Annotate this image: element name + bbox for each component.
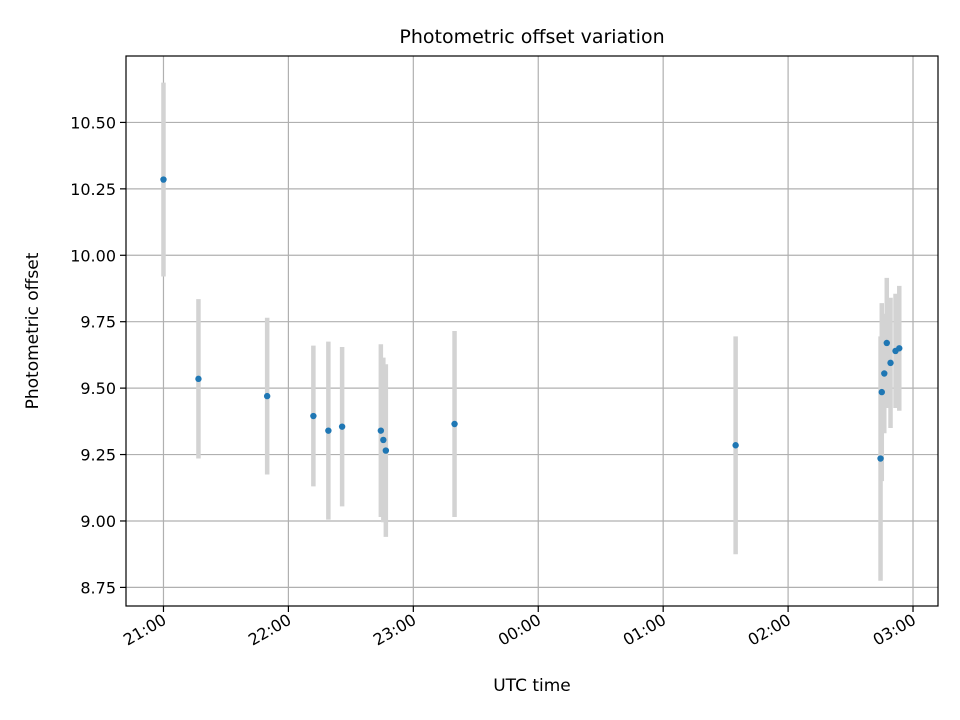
- x-axis-title: UTC time: [493, 676, 571, 696]
- data-point: [263, 392, 271, 400]
- data-point: [338, 423, 346, 430]
- y-tick-label: 10.25: [70, 180, 116, 199]
- data-point: [878, 388, 885, 396]
- data-point: [881, 370, 888, 377]
- plot-frame: [125, 55, 939, 607]
- chart-title: Photometric offset variation: [399, 26, 664, 48]
- data-point: [732, 442, 739, 449]
- grid: [126, 56, 938, 606]
- data-point: [160, 176, 167, 183]
- y-tick-label: 8.75: [80, 578, 116, 597]
- data-point: [877, 455, 884, 462]
- data-point: [887, 359, 894, 367]
- data-point: [377, 427, 385, 434]
- data-point: [325, 427, 332, 434]
- y-tick-label: 9.75: [80, 313, 116, 332]
- data-point: [382, 447, 390, 454]
- data-point: [451, 420, 458, 428]
- y-tick-label: 9.00: [80, 512, 116, 531]
- data-point: [310, 412, 317, 420]
- y-ticks: 8.75 9.00 9.25 9.50 9.75 10.00 10.25 10.50: [70, 113, 126, 597]
- data-point: [896, 345, 903, 352]
- data-point: [883, 339, 890, 347]
- data-point: [380, 436, 387, 444]
- y-tick-label: 9.50: [80, 379, 116, 398]
- y-axis-title: Photometric offset: [23, 252, 43, 409]
- data-point: [195, 375, 202, 383]
- y-tick-label: 9.25: [80, 446, 116, 465]
- y-tick-label: 10.00: [70, 246, 116, 265]
- y-tick-label: 10.50: [70, 113, 116, 132]
- data-points: [160, 176, 903, 462]
